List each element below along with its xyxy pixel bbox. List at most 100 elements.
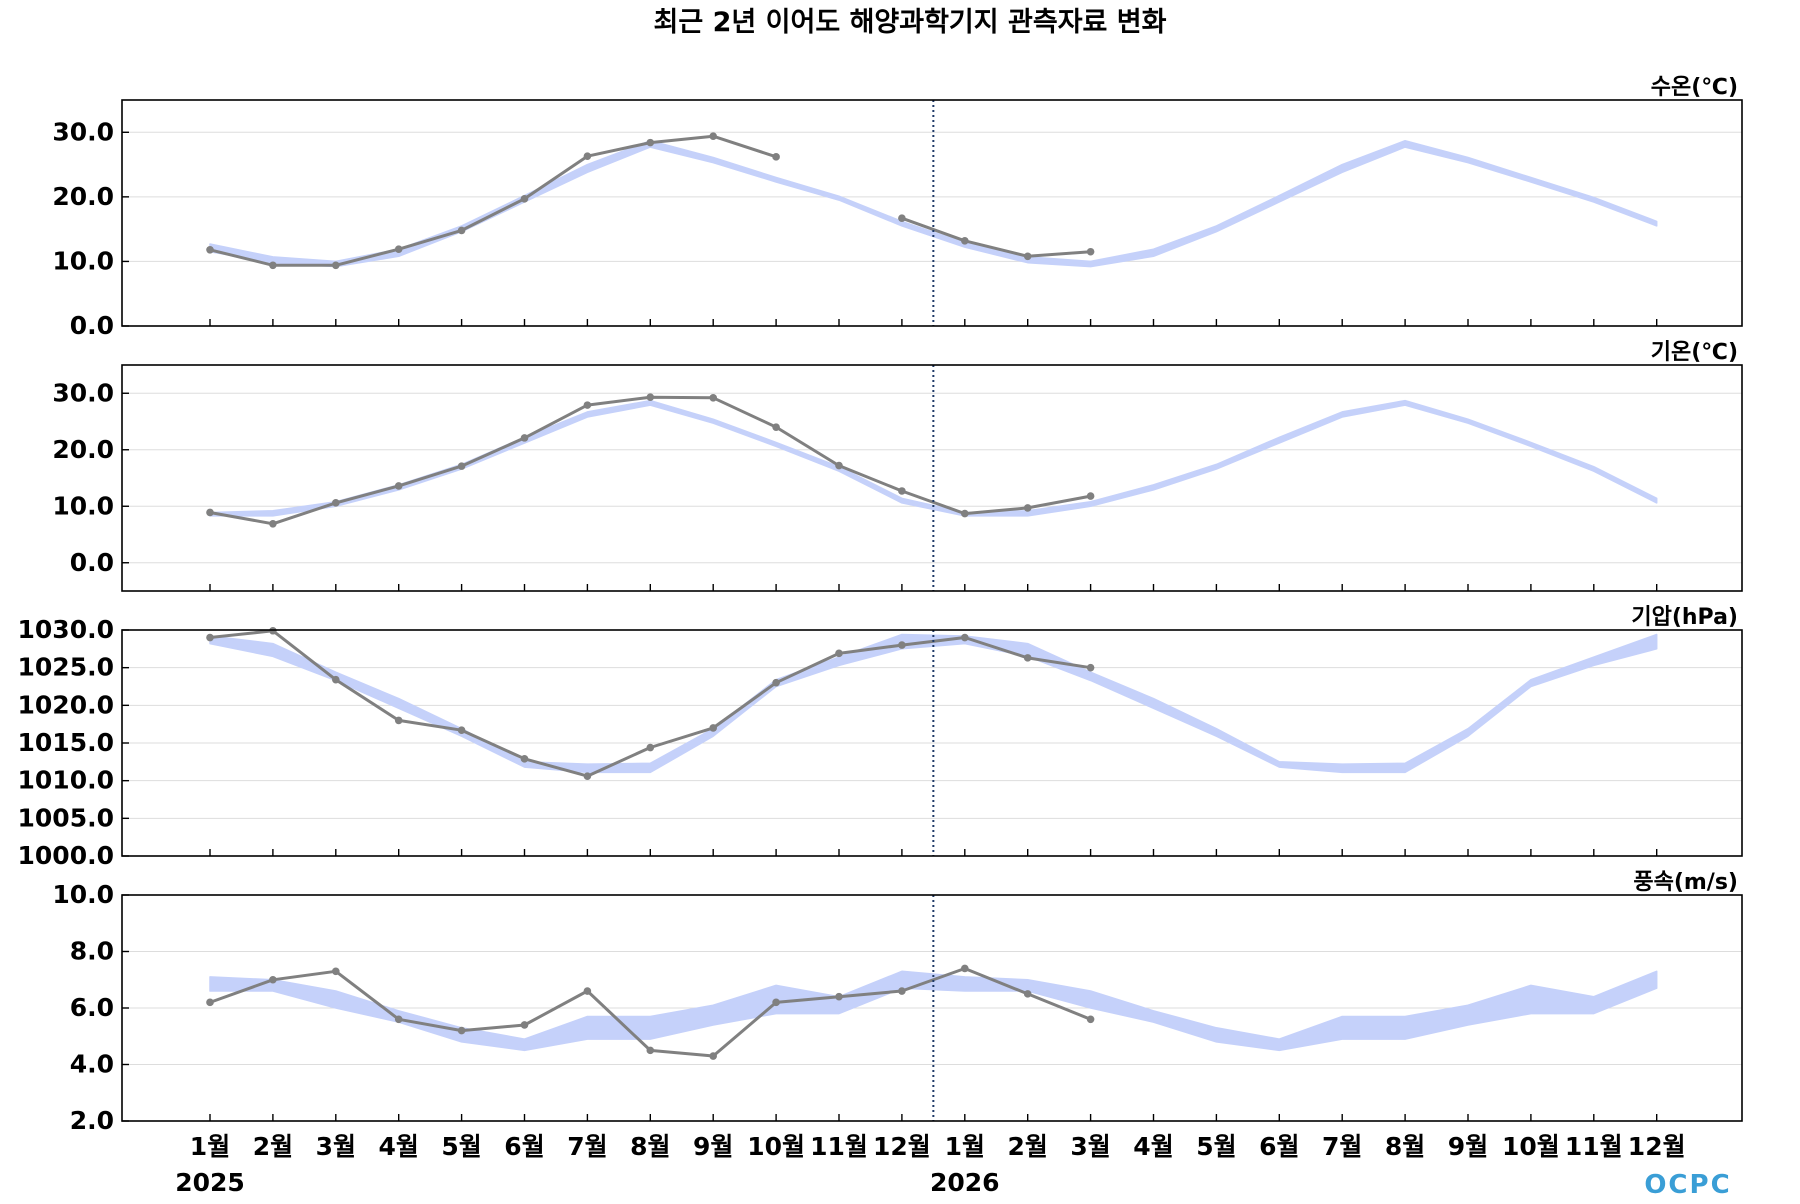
observed-point bbox=[457, 1026, 466, 1035]
observed-point bbox=[646, 743, 655, 752]
y-tick-label: 1005.0 bbox=[18, 803, 114, 832]
y-tick-label: 1030.0 bbox=[18, 615, 114, 644]
observed-point bbox=[835, 649, 843, 658]
observed-point bbox=[709, 132, 717, 140]
x-tick-label: 12월 bbox=[873, 1132, 931, 1161]
x-tick-label: 6월 bbox=[504, 1132, 544, 1161]
x-tick-label: 7월 bbox=[567, 1132, 607, 1161]
x-tick-label: 2월 bbox=[253, 1132, 293, 1161]
x-tick-label: 9월 bbox=[1448, 1132, 1488, 1161]
observed-point bbox=[961, 964, 969, 973]
y-tick-label: 4.0 bbox=[70, 1050, 114, 1079]
observed-point bbox=[709, 393, 717, 402]
x-tick-label: 1월 bbox=[190, 1132, 230, 1161]
observed-point bbox=[898, 641, 906, 649]
observed-point bbox=[835, 461, 843, 470]
observed-point bbox=[269, 975, 277, 984]
y-tick-label: 1010.0 bbox=[18, 766, 114, 795]
y-tick-label: 30.0 bbox=[52, 378, 114, 407]
observed-point bbox=[394, 482, 403, 490]
y-tick-label: 6.0 bbox=[70, 993, 114, 1022]
panel-4: 2.0 4.0 6.0 8.0 10.0 풍속(m/s) bbox=[52, 870, 1743, 1135]
x-tick-label: 3월 bbox=[1070, 1132, 1110, 1161]
x-tick-label: 10월 bbox=[1502, 1132, 1560, 1161]
y-tick-label: 8.0 bbox=[70, 937, 114, 966]
observed-point bbox=[206, 246, 214, 254]
y-tick-label: 1025.0 bbox=[18, 653, 114, 682]
observed-point bbox=[646, 1046, 655, 1055]
observed-point bbox=[332, 499, 340, 507]
panel-2: 0.0 10.0 20.0 30.0 기온(℃) bbox=[52, 340, 1743, 592]
observed-point bbox=[898, 487, 906, 495]
x-tick-label: 10월 bbox=[747, 1132, 805, 1161]
observed-point bbox=[394, 716, 403, 725]
observed-point bbox=[1086, 663, 1095, 672]
climatology-band bbox=[209, 970, 1658, 1052]
x-tick-label: 5월 bbox=[1196, 1132, 1236, 1161]
x-tick-label: 3월 bbox=[316, 1132, 356, 1161]
observed-point bbox=[583, 401, 592, 409]
observed-point bbox=[332, 675, 340, 684]
x-tick-label: 5월 bbox=[441, 1132, 481, 1161]
observed-point bbox=[394, 245, 403, 253]
observed-point bbox=[772, 678, 780, 687]
observed-point bbox=[646, 138, 655, 147]
x-tick-label: 6월 bbox=[1259, 1132, 1299, 1161]
observed-point bbox=[1023, 654, 1032, 662]
x-tick-label: 7월 bbox=[1322, 1132, 1362, 1161]
x-tick-label: 4월 bbox=[378, 1132, 418, 1161]
panel-label: 기압(hPa) bbox=[1631, 605, 1738, 630]
x-tick-label: 1월 bbox=[945, 1132, 985, 1161]
observed-point bbox=[961, 509, 969, 518]
observed-point bbox=[1086, 247, 1095, 256]
year-label: 2026 bbox=[930, 1168, 1000, 1197]
observed-point bbox=[898, 987, 906, 995]
chart-title: 최근 2년 이어도 해양과학기지 관측자료 변화 bbox=[654, 7, 1167, 38]
observed-point bbox=[709, 724, 717, 732]
panel-frame bbox=[121, 99, 1743, 327]
observed-point bbox=[457, 726, 466, 734]
x-tick-label: 12월 bbox=[1628, 1132, 1686, 1161]
x-tick-label: 11월 bbox=[1565, 1132, 1623, 1161]
observed-point bbox=[772, 423, 780, 431]
y-tick-label: 20.0 bbox=[52, 435, 114, 464]
panel-label: 수온(℃) bbox=[1651, 75, 1738, 100]
panel-frame bbox=[121, 364, 1743, 592]
y-tick-label: 0.0 bbox=[70, 548, 114, 577]
y-tick-label: 1000.0 bbox=[18, 841, 114, 870]
observed-line bbox=[209, 629, 1091, 778]
observed-point bbox=[1023, 990, 1032, 998]
observed-point bbox=[520, 194, 529, 203]
x-tick-label: 4월 bbox=[1133, 1132, 1173, 1161]
observed-point bbox=[835, 992, 843, 1001]
x-tick-label: 8월 bbox=[1385, 1132, 1425, 1161]
observed-point bbox=[520, 755, 529, 763]
observed-point bbox=[206, 998, 214, 1007]
observed-point bbox=[520, 434, 529, 442]
x-tick-label: 8월 bbox=[630, 1132, 670, 1161]
x-tick-label: 2월 bbox=[1007, 1132, 1047, 1161]
x-axis: 1월 2월 3월 4월 5월 6월 7월 8월 9월 10월 11월 12월 1월 2월 3월 4월 5월 6월 7… bbox=[175, 1132, 1685, 1197]
observed-point bbox=[332, 967, 340, 976]
observed-point bbox=[772, 153, 780, 161]
observed-point bbox=[206, 508, 214, 517]
observed-line bbox=[209, 134, 1091, 267]
observed-point bbox=[583, 772, 592, 780]
y-tick-label: 1020.0 bbox=[18, 690, 114, 719]
observed-point bbox=[457, 226, 466, 235]
y-tick-label: 10.0 bbox=[52, 880, 114, 909]
y-tick-label: 10.0 bbox=[52, 246, 114, 275]
observed-point bbox=[898, 214, 906, 222]
observed-point bbox=[583, 152, 592, 160]
observed-point bbox=[1086, 492, 1095, 500]
y-tick-label: 30.0 bbox=[52, 117, 114, 146]
observed-point bbox=[206, 633, 214, 642]
observed-point bbox=[961, 633, 969, 642]
observed-point bbox=[709, 1052, 717, 1060]
y-tick-label: 10.0 bbox=[52, 491, 114, 520]
climatology-band bbox=[209, 139, 1658, 268]
observed-point bbox=[269, 519, 277, 528]
ocpc-logo: OCPC bbox=[1644, 1170, 1731, 1200]
observed-point bbox=[269, 261, 277, 270]
